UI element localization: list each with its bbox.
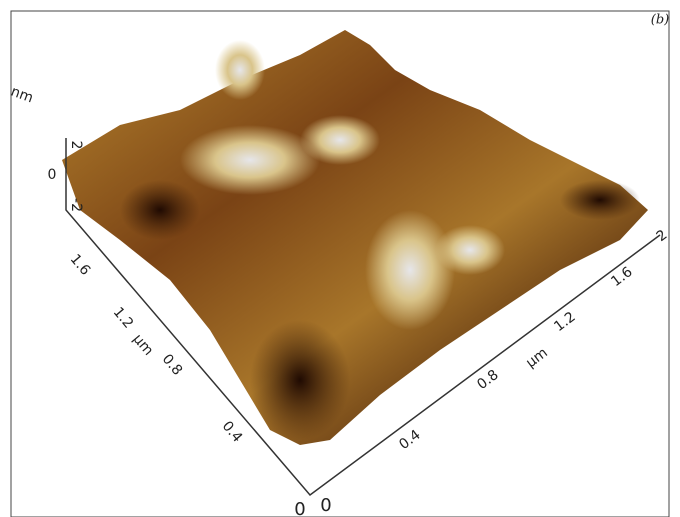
surface-valley [120, 180, 200, 240]
axes [65, 138, 661, 497]
axis-lines [65, 138, 661, 497]
surface-valley [560, 180, 640, 220]
surface-peak [180, 125, 320, 195]
surface [62, 30, 648, 445]
surface-peak [435, 225, 505, 275]
surface-peak [300, 115, 380, 165]
right-tick-label: 0 [320, 495, 331, 516]
z-tick-label: 0 [48, 167, 57, 183]
z-tick-label: -2 [68, 198, 84, 212]
z-unit: nm [9, 84, 36, 107]
surface-peak [215, 40, 265, 100]
left-tick-label: 0 [294, 499, 305, 517]
panel-label: (b) [651, 13, 669, 28]
surface-valley [250, 320, 350, 440]
z-tick-label: 2 [68, 141, 84, 150]
surface-peak [365, 210, 455, 330]
